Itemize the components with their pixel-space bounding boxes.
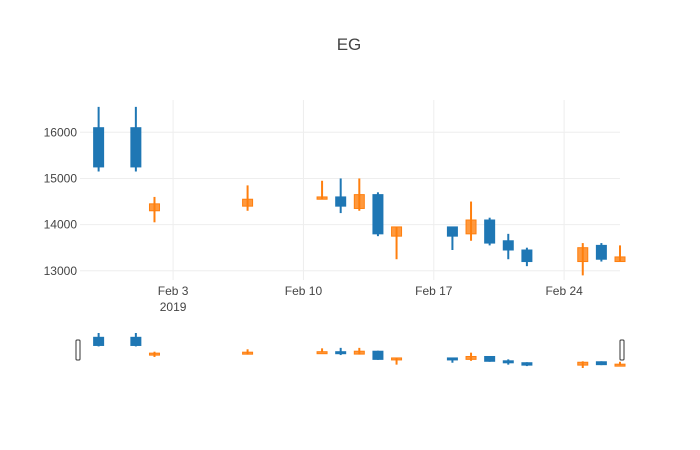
candle-body — [446, 226, 458, 237]
range-slider-left-handle[interactable] — [75, 339, 81, 361]
slider-candle-body — [595, 361, 607, 366]
candle-increasing — [521, 247, 533, 267]
tick-layer: 13000 14000 15000 16000 Feb 3 2019 Feb 10 Feb 1… — [44, 125, 584, 314]
slider-candle-increasing — [93, 333, 105, 347]
slider-candle-increasing — [372, 350, 384, 360]
candle-decreasing — [316, 180, 328, 200]
slider-candle-body — [93, 336, 105, 346]
range-slider-right-handle[interactable] — [619, 339, 625, 361]
slider-candle-increasing — [335, 347, 347, 356]
grid-layer — [80, 100, 620, 280]
candle-increasing — [484, 217, 496, 246]
slider-candle-body — [521, 362, 533, 366]
slider-candle-decreasing — [353, 347, 365, 355]
slider-candle-body — [148, 352, 160, 356]
candle-increasing — [335, 178, 347, 214]
y-tick-label: 14000 — [44, 218, 78, 232]
candle-body — [484, 219, 496, 244]
chart-title: EG — [337, 35, 362, 54]
candle-decreasing — [353, 178, 365, 211]
slider-candle-increasing — [595, 361, 607, 366]
candle-increasing — [595, 243, 607, 262]
candle-decreasing — [391, 226, 403, 260]
slider-candle-increasing — [502, 359, 514, 365]
slider-candle-increasing — [484, 355, 496, 362]
candle-body — [335, 196, 347, 207]
candle-increasing — [372, 192, 384, 237]
candle-decreasing — [614, 245, 626, 263]
slider-candle-body — [614, 363, 626, 367]
candle-body — [595, 244, 607, 260]
candle-body — [372, 194, 384, 235]
candle-body — [242, 198, 254, 207]
x-tick-label: Feb 3 — [158, 284, 189, 298]
candle-decreasing — [148, 196, 160, 223]
candle-layer — [93, 106, 626, 276]
candle-body — [130, 127, 142, 168]
candle-body — [148, 203, 160, 212]
slider-candle-decreasing — [391, 357, 403, 365]
slider-candle-increasing — [130, 333, 142, 347]
x-tick-label: Feb 17 — [415, 284, 453, 298]
slider-candle-body — [446, 357, 458, 361]
slider-candle-body — [242, 351, 254, 355]
slider-candle-body — [130, 336, 142, 346]
slider-candle-decreasing — [614, 361, 626, 367]
candle-body — [93, 127, 105, 168]
candle-decreasing — [242, 185, 254, 211]
slider-candle-body — [372, 350, 384, 360]
candle-body — [614, 256, 626, 263]
slider-candle-decreasing — [316, 348, 328, 355]
x-tick-label: Feb 10 — [285, 284, 323, 298]
slider-candle-body — [502, 360, 514, 364]
candle-body — [521, 249, 533, 263]
candle-body — [353, 194, 365, 209]
y-tick-label: 15000 — [44, 171, 78, 185]
candle-body — [577, 247, 589, 263]
candle-increasing — [446, 226, 458, 250]
candle-decreasing — [577, 243, 589, 276]
slider-candle-increasing — [446, 357, 458, 363]
x-tick-sublabel: 2019 — [160, 300, 187, 314]
slider-candle-decreasing — [148, 351, 160, 357]
slider-candle-body — [465, 355, 477, 360]
slider-candle-body — [353, 350, 365, 355]
candle-increasing — [130, 106, 142, 172]
slider-candle-body — [335, 351, 347, 355]
candle-increasing — [93, 106, 105, 172]
candle-body — [502, 240, 514, 251]
slider-candle-body — [391, 357, 403, 361]
y-tick-label: 16000 — [44, 125, 78, 139]
slider-candle-decreasing — [465, 352, 477, 361]
slider-candle-increasing — [521, 362, 533, 367]
candle-body — [316, 196, 328, 200]
slider-candle-decreasing — [242, 349, 254, 355]
slider-candle-decreasing — [577, 361, 589, 368]
range-slider[interactable] — [75, 333, 626, 368]
slider-candle-body — [484, 355, 496, 362]
slider-candle-body — [577, 361, 589, 366]
candle-decreasing — [465, 201, 477, 241]
candle-increasing — [502, 233, 514, 260]
slider-candle-body — [316, 351, 328, 355]
candle-body — [465, 219, 477, 235]
candle-body — [391, 226, 403, 237]
y-tick-label: 13000 — [44, 264, 78, 278]
x-tick-label: Feb 24 — [545, 284, 583, 298]
